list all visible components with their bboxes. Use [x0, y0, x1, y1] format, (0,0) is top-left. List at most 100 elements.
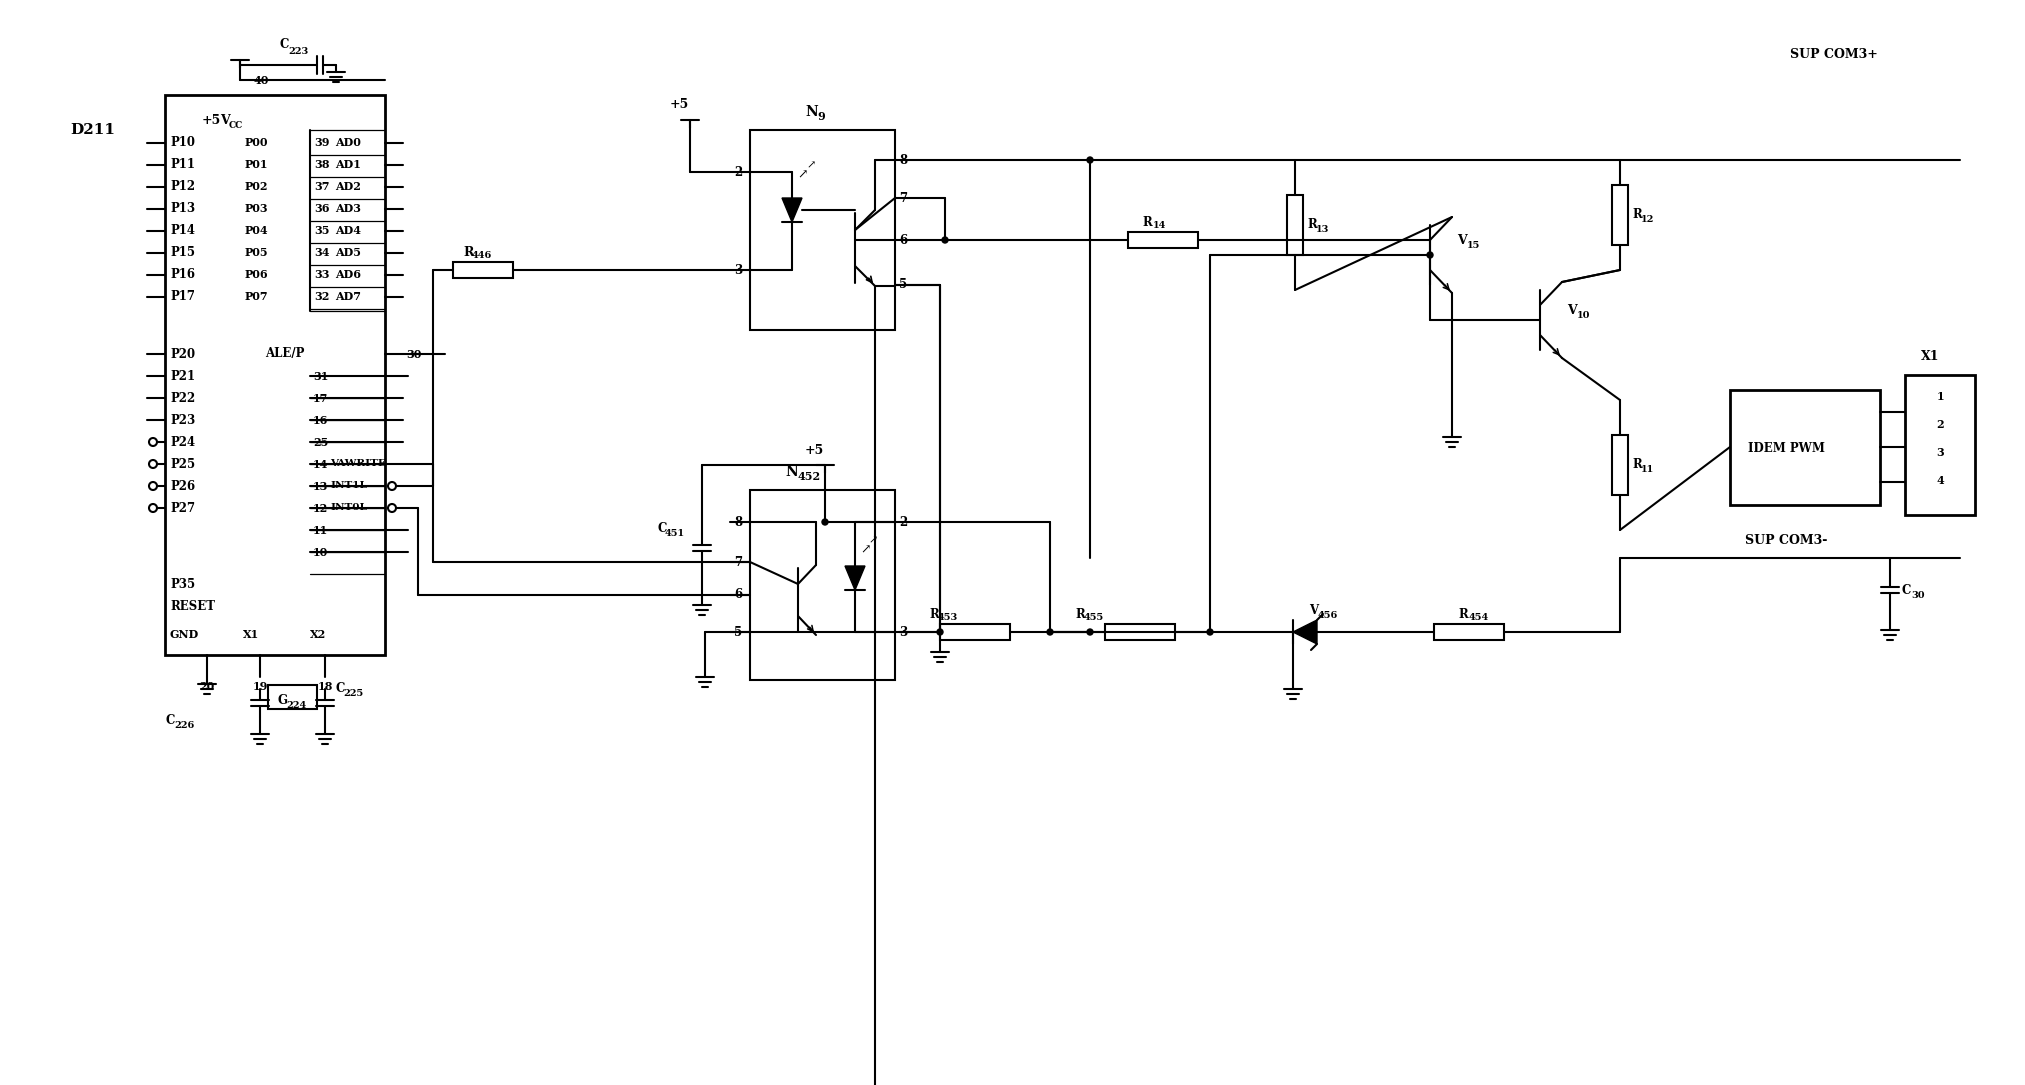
Text: R: R	[464, 245, 474, 258]
Text: 17: 17	[314, 393, 328, 404]
Text: 223: 223	[288, 47, 308, 55]
Text: C: C	[656, 522, 666, 535]
Bar	[267, 685, 318, 709]
Text: P11: P11	[170, 158, 194, 171]
Text: 19: 19	[253, 681, 267, 692]
Circle shape	[1087, 629, 1094, 635]
Text: P27: P27	[170, 501, 194, 514]
Circle shape	[1087, 157, 1094, 163]
Text: 455: 455	[1083, 613, 1104, 623]
Text: 12: 12	[1640, 216, 1654, 225]
Text: P17: P17	[170, 291, 194, 304]
Text: 1: 1	[1936, 392, 1944, 403]
Text: 226: 226	[174, 722, 194, 730]
Bar	[1288, 195, 1302, 255]
Text: 11: 11	[314, 524, 328, 536]
Text: 453: 453	[938, 613, 958, 623]
Text: P20: P20	[170, 347, 194, 360]
Text: 2: 2	[899, 515, 907, 528]
Text: R: R	[1306, 218, 1316, 231]
Text: AD3: AD3	[334, 204, 360, 215]
Text: V: V	[1567, 304, 1577, 317]
Circle shape	[938, 629, 944, 635]
Text: P14: P14	[170, 225, 194, 238]
Text: RESET: RESET	[170, 600, 215, 613]
Text: 3: 3	[899, 625, 907, 638]
Bar	[164, 95, 385, 655]
Text: V: V	[1458, 233, 1466, 246]
Text: P12: P12	[170, 180, 194, 193]
Circle shape	[822, 519, 828, 525]
Text: P03: P03	[245, 204, 269, 215]
Circle shape	[1207, 629, 1213, 635]
Text: X1: X1	[1922, 350, 1940, 363]
Text: 224: 224	[286, 701, 306, 710]
Polygon shape	[1294, 620, 1316, 644]
Bar	[1612, 435, 1628, 495]
Text: AD2: AD2	[334, 181, 360, 192]
Text: +5: +5	[202, 114, 221, 127]
Text: VAWRITE: VAWRITE	[330, 460, 387, 469]
Circle shape	[942, 237, 948, 243]
Text: AD4: AD4	[334, 226, 360, 237]
Text: 3: 3	[1936, 447, 1944, 459]
Text: ↗: ↗	[861, 544, 871, 557]
Text: X1: X1	[243, 629, 259, 640]
Text: 16: 16	[314, 414, 328, 425]
Text: 5: 5	[899, 279, 907, 292]
Text: ↗: ↗	[798, 168, 808, 181]
Text: R: R	[1632, 208, 1642, 221]
Text: CC: CC	[229, 120, 243, 129]
Text: 4: 4	[1936, 475, 1944, 486]
Text: P15: P15	[170, 246, 194, 259]
Text: 10: 10	[1577, 310, 1590, 319]
Bar	[749, 490, 895, 680]
Text: 7: 7	[733, 556, 741, 569]
Text: 34: 34	[314, 247, 330, 258]
Text: R: R	[1075, 608, 1085, 621]
Bar	[1729, 390, 1879, 505]
Text: SUP COM3-: SUP COM3-	[1746, 534, 1827, 547]
Text: P05: P05	[245, 247, 269, 258]
Text: 225: 225	[342, 689, 362, 699]
Text: GND: GND	[170, 629, 198, 640]
Text: V: V	[1308, 603, 1318, 616]
Text: AD7: AD7	[334, 292, 360, 303]
Text: C: C	[334, 682, 344, 695]
Text: X2: X2	[310, 629, 326, 640]
Text: 14: 14	[314, 459, 328, 470]
Text: R: R	[1142, 216, 1152, 229]
Text: INT1L: INT1L	[330, 482, 367, 490]
Text: 35: 35	[314, 226, 330, 237]
Text: SUP COM3+: SUP COM3+	[1790, 49, 1877, 62]
Text: AD0: AD0	[334, 138, 360, 149]
Text: 14: 14	[1152, 221, 1166, 230]
Text: 2: 2	[733, 166, 743, 179]
Text: 38: 38	[314, 159, 330, 170]
Text: P06: P06	[245, 269, 269, 281]
Circle shape	[1047, 629, 1053, 635]
Circle shape	[1428, 252, 1434, 258]
Text: 31: 31	[314, 370, 328, 382]
Text: P00: P00	[245, 138, 269, 149]
Text: 454: 454	[1468, 613, 1488, 623]
Bar	[1906, 375, 1974, 515]
Text: 456: 456	[1318, 611, 1339, 620]
Text: 446: 446	[472, 252, 492, 260]
Text: 37: 37	[314, 181, 330, 192]
Text: V: V	[221, 114, 229, 127]
Text: 30: 30	[1912, 591, 1924, 600]
Text: AD1: AD1	[334, 159, 360, 170]
Text: P21: P21	[170, 370, 194, 383]
Text: 18: 18	[318, 681, 332, 692]
Text: N: N	[786, 465, 798, 478]
Bar	[1612, 186, 1628, 245]
Text: 30: 30	[405, 348, 421, 359]
Text: P35: P35	[170, 577, 194, 590]
Text: N: N	[806, 105, 818, 119]
Text: P10: P10	[170, 137, 194, 150]
Text: P26: P26	[170, 480, 194, 493]
Text: AD5: AD5	[334, 247, 360, 258]
Text: ↗: ↗	[869, 535, 877, 545]
Text: 3: 3	[733, 264, 743, 277]
